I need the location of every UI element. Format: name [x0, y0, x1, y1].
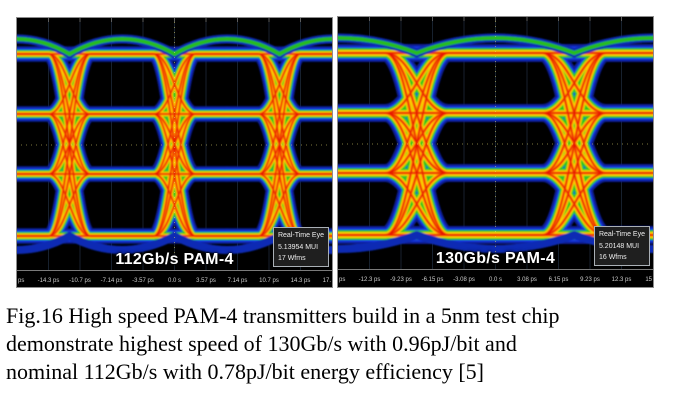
- x-tick-label: -10.7 ps: [69, 278, 91, 284]
- eye-plot-130g: 130Gb/s PAM-4 Real-Time Eye 5.20148 MUI …: [338, 17, 653, 269]
- x-tick-label: -7.14 ps: [100, 278, 123, 284]
- x-tick-label: 10.7 ps: [259, 278, 279, 284]
- x-tick-label: -3.57 ps: [132, 278, 154, 284]
- panel-title-130g: 130Gb/s PAM-4: [435, 250, 556, 267]
- x-tick-label: 14.3 ps: [290, 278, 311, 284]
- realtime-eye-label: Real-Time Eye: [598, 231, 645, 239]
- eye-diagram-panel-112g: 112Gb/s PAM-4 Real-Time Eye 5.13954 MUI …: [16, 17, 333, 288]
- x-tick-label: ps: [339, 277, 346, 283]
- wfms-count: 17 Wfms: [277, 254, 306, 262]
- x-tick-label: 9.23 ps: [580, 277, 600, 283]
- x-tick-label: 17.: [322, 278, 331, 284]
- x-tick-label: 6.15 ps: [548, 277, 569, 283]
- x-tick-label: ps: [18, 278, 25, 284]
- x-tick-label: 3.08 ps: [517, 277, 537, 283]
- eye-plot-112g: 112Gb/s PAM-4 Real-Time Eye 5.13954 MUI …: [17, 18, 332, 270]
- panel-title-112g: 112Gb/s PAM-4: [115, 251, 234, 268]
- x-tick-label: 7.14 ps: [227, 278, 248, 284]
- realtime-eye-info-box-112g: Real-Time Eye 5.13954 MUI 17 Wfms: [272, 227, 329, 267]
- eye-diagram-panel-130g: 130Gb/s PAM-4 Real-Time Eye 5.20148 MUI …: [337, 16, 654, 288]
- x-tick-label: 0.0 s: [167, 278, 182, 284]
- eye-diagram-waveform-112g: [17, 18, 332, 270]
- x-tick-label: 3.57 ps: [196, 278, 216, 284]
- x-tick-label: -9.23 ps: [390, 277, 412, 283]
- x-tick-label: 0.0 s: [488, 277, 503, 283]
- mui-value: 5.20148 MUI: [598, 242, 640, 250]
- x-axis-130g: ps -12.3 ps -9.23 ps -6.15 ps -3.08 ps 0.0 s 3…: [338, 269, 653, 285]
- caption-line: nominal 112Gb/s with 0.78pJ/bit energy e…: [6, 359, 485, 384]
- x-tick-label: -12.3 ps: [358, 277, 381, 283]
- caption-line: demonstrate highest speed of 130Gb/s wit…: [6, 331, 517, 356]
- caption-line: Fig.16 High speed PAM-4 transmitters bui…: [6, 303, 560, 328]
- x-axis-112g: ps -14.3 ps -10.7 ps -7.14 ps -3.57 ps 0.0 s 3…: [17, 270, 332, 286]
- figure-caption: Fig.16 High speed PAM-4 transmitters bui…: [6, 302, 674, 386]
- realtime-eye-label: Real-Time Eye: [277, 232, 324, 240]
- realtime-eye-info-box-130g: Real-Time Eye 5.20148 MUI 16 Wfms: [593, 226, 650, 266]
- x-tick-label: 15: [645, 277, 652, 283]
- wfms-count: 16 Wfms: [598, 253, 627, 261]
- x-tick-label: 12.3 ps: [611, 277, 632, 283]
- mui-value: 5.13954 MUI: [277, 243, 319, 251]
- x-tick-label: -3.08 ps: [453, 277, 475, 283]
- x-tick-label: -14.3 ps: [37, 278, 60, 284]
- x-tick-label: -6.15 ps: [421, 277, 444, 283]
